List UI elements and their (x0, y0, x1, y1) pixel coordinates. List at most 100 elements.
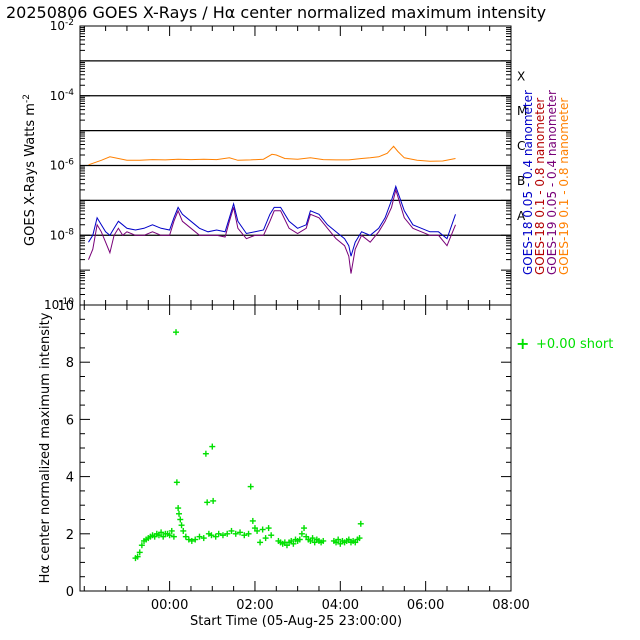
flare-class-label: A (517, 209, 526, 223)
ha-data-point (219, 532, 226, 539)
xray-y-axis-label-superscript: -2 (22, 94, 32, 103)
chart-title: 20250806 GOES X-Rays / Hα center normali… (6, 3, 546, 22)
ha-data-point (180, 527, 187, 534)
ha-data-point (232, 530, 239, 537)
ha-data-point (357, 520, 364, 527)
ha-data-point (228, 527, 235, 534)
ha-data-point (192, 536, 199, 543)
ha-data-point (224, 530, 231, 537)
ha-data-point (158, 529, 165, 536)
ha-data-point (268, 532, 275, 539)
ha-data-point (168, 527, 175, 534)
xray-y-tick-base: 10 (50, 228, 65, 242)
ha-plot-frame (79, 304, 512, 592)
xray-legend-entry: GOES-18 0.1 - 0.8 nanometer (533, 98, 547, 275)
flare-class-labels: A B C M X (517, 69, 527, 223)
ha-x-tick-label: 00:00 (151, 598, 188, 613)
xray-y-tick-label: 10-4 (50, 88, 75, 103)
xray-y-tick-exponent: -2 (65, 18, 74, 28)
ha-data-point (166, 532, 173, 539)
ha-y-tick-label: 2 (66, 528, 74, 543)
ha-data-point (204, 499, 211, 506)
xray-y-axis-label: GOES X-Rays Watts m-2 (22, 94, 38, 246)
ha-data-point (178, 522, 185, 529)
xray-y-tick-base: 10 (50, 159, 65, 173)
ha-data-point (210, 497, 217, 504)
xray-y-tick-label: 10-8 (50, 227, 75, 242)
xray-series-line (88, 145, 456, 166)
ha-data-point (208, 532, 215, 539)
ha-data-point (254, 527, 261, 534)
ha-data-point (202, 450, 209, 457)
ha-data-point (259, 526, 266, 533)
ha-legend-marker: + (516, 334, 529, 353)
ha-legend: + +0.00 short (516, 334, 613, 353)
ha-data-point (298, 530, 305, 537)
ha-data-point (196, 533, 203, 540)
xray-y-tick-exponent: -4 (65, 88, 74, 98)
ha-data-point (245, 530, 252, 537)
ha-y-tick-label: 6 (66, 413, 74, 428)
ha-data-point (320, 537, 327, 544)
ha-data-point (241, 532, 248, 539)
ha-data-point (290, 540, 297, 547)
ha-data-point (249, 517, 256, 524)
flare-class-label: X (517, 69, 525, 83)
xray-series-line (88, 188, 456, 274)
ha-data-point (215, 530, 222, 537)
chart-title-group: 20250806 GOES X-Rays / Hα center normali… (6, 3, 546, 22)
ha-data-point (175, 505, 182, 512)
ha-x-tick-label: 06:00 (407, 598, 444, 613)
ha-data-point (173, 329, 180, 336)
ha-y-tick-label: 0 (66, 585, 74, 600)
xray-y-tick-base: 10 (50, 89, 65, 103)
ha-data-point (212, 533, 219, 540)
ha-data-point (173, 479, 180, 486)
ha-x-tick-label: 08:00 (492, 598, 529, 613)
ha-data-point (176, 510, 183, 517)
xray-legend-entry: GOES-19 0.1 - 0.8 nanometer (557, 98, 571, 275)
ha-data-point (296, 536, 303, 543)
flare-threshold-lines (80, 60, 511, 236)
xray-y-tick-base: 10 (44, 298, 59, 312)
ha-y-tick-label: 4 (66, 471, 74, 486)
xray-y-tick-label: 10-6 (50, 158, 75, 173)
ha-y-tick-label: 8 (66, 356, 74, 371)
ha-data-point (262, 535, 269, 542)
xray-series-line (88, 184, 456, 257)
ha-data-point (177, 516, 184, 523)
flare-class-label: C (517, 139, 525, 153)
ha-x-axis-label: Start Time (05-Aug-25 23:00:00) (190, 614, 402, 629)
xray-legend-entry: GOES-19 0.05 - 0.4 nanometer (545, 90, 559, 275)
xray-y-tick-label: 10-2 (50, 18, 74, 33)
xray-y-tick-base: 10 (50, 19, 65, 33)
ha-data-point (200, 535, 207, 542)
ha-data-point (188, 537, 195, 544)
ha-data-point (247, 483, 254, 490)
flare-class-label: M (517, 104, 527, 118)
ha-data-point (257, 539, 264, 546)
ha-y-tick-label: 10 (57, 299, 74, 314)
xray-y-axis-label-text: GOES X-Rays Watts m (23, 103, 38, 246)
flare-class-label: B (517, 174, 525, 188)
ha-y-ticks: 0 2 4 6 8 10 (57, 299, 511, 600)
ha-data-point (138, 542, 145, 549)
ha-x-tick-label: 04:00 (322, 598, 359, 613)
ha-data-point (356, 535, 363, 542)
xray-y-tick-exponent: -8 (65, 227, 74, 237)
xray-legend-entry: GOES-18 0.05 - 0.4 nanometer (521, 90, 535, 275)
ha-data-point (182, 533, 189, 540)
xray-y-tick-exponent: -6 (65, 158, 74, 168)
xray-y-tick-exponent: -10 (59, 297, 74, 307)
xray-series-lines (88, 145, 456, 274)
ha-data-point (209, 443, 216, 450)
ha-data-point (335, 536, 342, 543)
xray-y-tick-label: 10-10 (44, 297, 74, 312)
ha-y-axis-label: Hα center normalized maximum intensity (38, 312, 53, 583)
ha-x-tick-label: 02:00 (236, 598, 273, 613)
ha-scatter-points (132, 329, 364, 562)
ha-data-point (301, 525, 308, 532)
